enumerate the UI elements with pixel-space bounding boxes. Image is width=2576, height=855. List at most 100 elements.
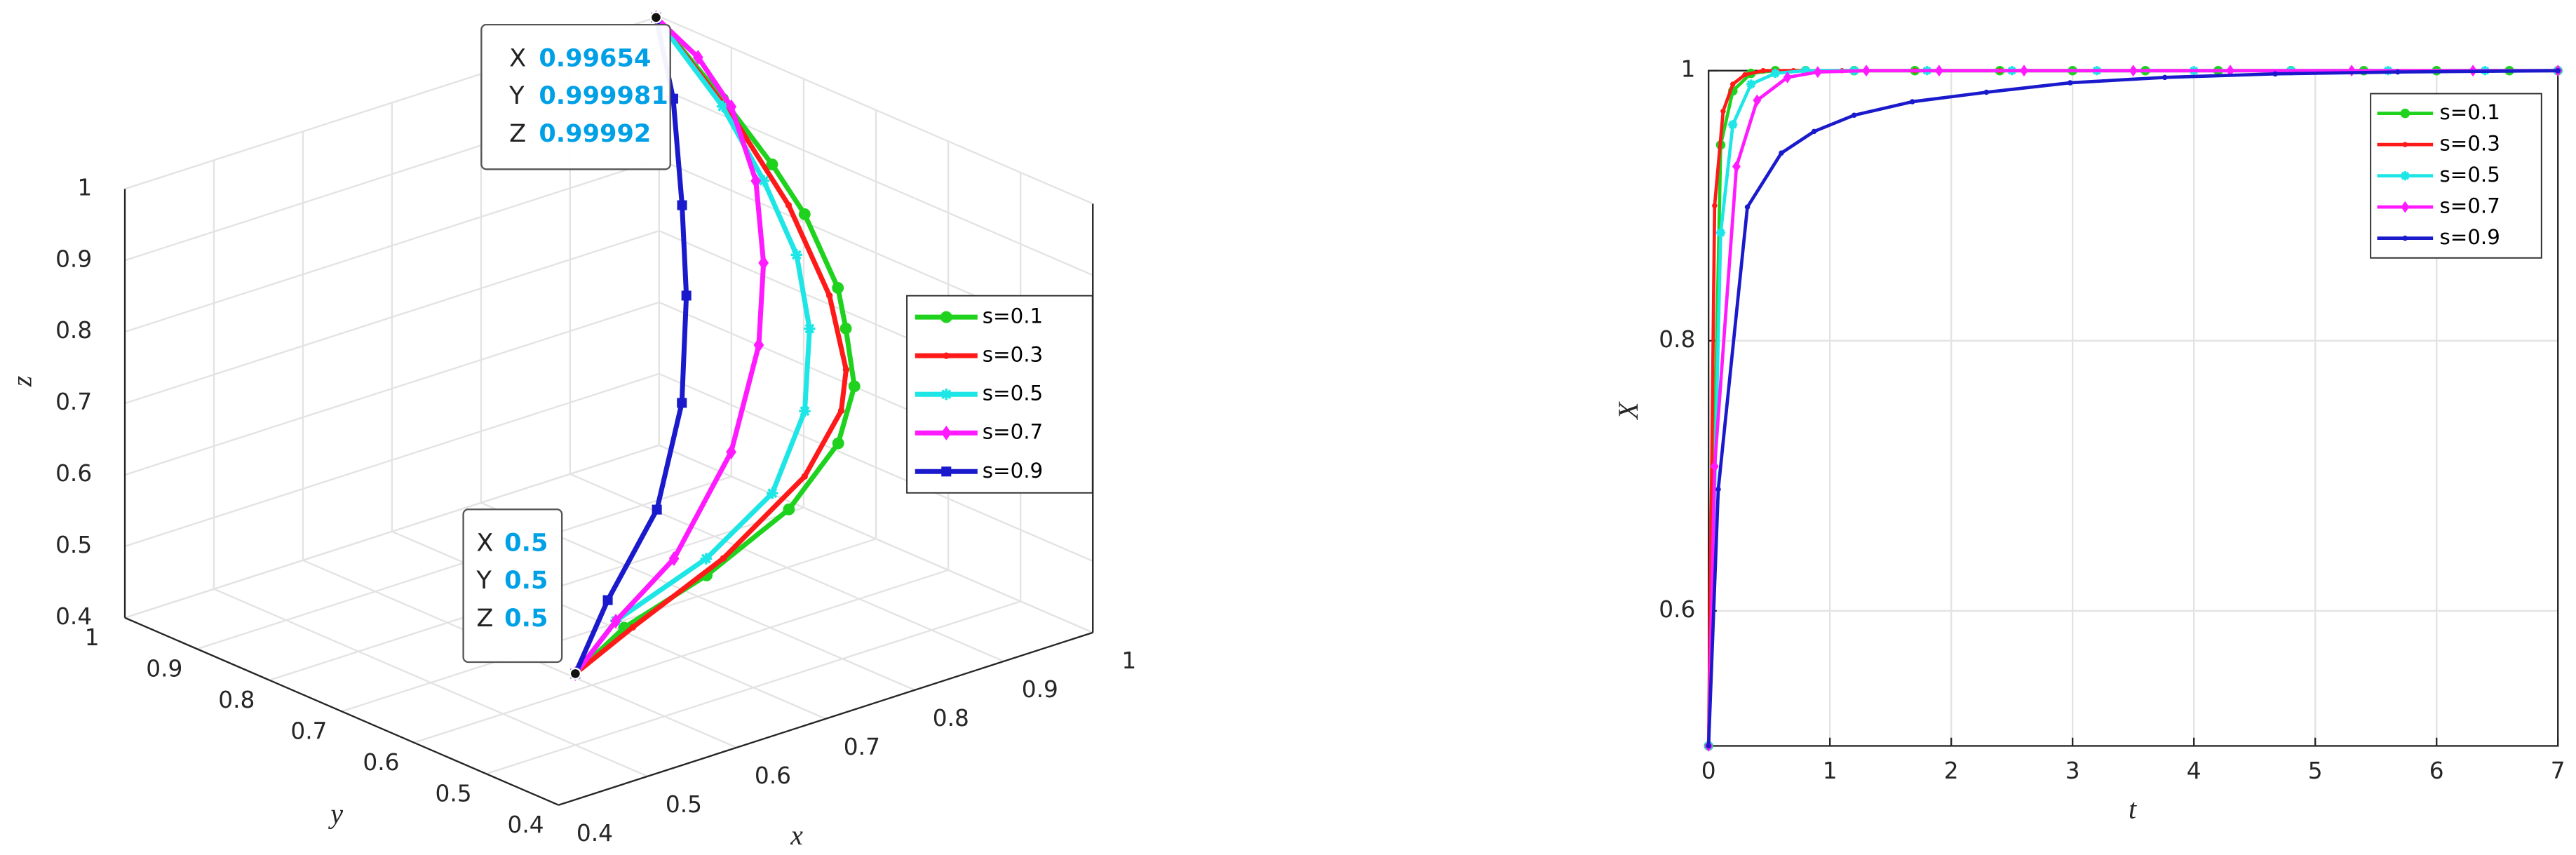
legend-label: s=0.3: [983, 343, 1043, 367]
marker: [2400, 108, 2410, 119]
marker: [2226, 65, 2234, 77]
marker: [1742, 72, 1748, 78]
marker: [940, 388, 952, 400]
series-line: [574, 15, 849, 676]
datatip: X 0.99654 Y 0.999981 Z 0.99992: [480, 11, 671, 170]
marker: [785, 201, 793, 209]
grid-line: [124, 229, 660, 405]
grid-line: [124, 372, 660, 547]
x-tick-label: 1: [1121, 647, 1136, 674]
z-tick-label: 0.6: [55, 460, 92, 487]
legend-label: s=0.7: [983, 420, 1043, 444]
chart-3d: 0.40.50.60.70.80.910.40.50.60.70.80.910.…: [6, 10, 1136, 851]
x-tick-label: 0.7: [844, 734, 880, 760]
y-tick-label: 0.7: [290, 718, 327, 745]
x-tick-label: 7: [2551, 758, 2565, 784]
marker: [2402, 235, 2408, 241]
legend-label: s=0.5: [983, 382, 1043, 405]
x-tick-label: 0: [1701, 758, 1716, 784]
datatip-box: [480, 23, 671, 170]
marker: [2402, 142, 2408, 147]
axis-edge: [124, 617, 559, 806]
axis-edge: [558, 631, 1093, 806]
x-axis-label: x: [790, 820, 803, 851]
marker: [2400, 171, 2410, 181]
marker: [1712, 203, 1718, 209]
marker: [1732, 161, 1741, 173]
marker: [1746, 79, 1756, 89]
marker: [837, 407, 845, 415]
datatip-key: Y: [508, 81, 525, 110]
legend-label: s=0.7: [2440, 194, 2500, 218]
series-line: [1706, 69, 2558, 746]
marker: [720, 555, 727, 562]
grid-line: [659, 15, 1093, 205]
marker: [757, 175, 770, 187]
marker: [804, 323, 816, 335]
marker: [801, 473, 808, 480]
series-line: [573, 15, 767, 675]
y-tick-label: 1: [1681, 56, 1696, 83]
y-tick-label: 0.6: [363, 749, 399, 776]
marker: [677, 200, 687, 210]
marker: [629, 624, 637, 631]
y-tick-label: 1: [85, 624, 100, 651]
plot-layer: 0 1 2 3 4 5 6 7 0.6 0.8 1 s=0.1 s=0.3 s=0.5 s=0.7 s=0.9: [1659, 56, 2565, 784]
marker: [832, 282, 844, 294]
grid-line: [124, 444, 660, 619]
marker: [2020, 65, 2028, 77]
datatip-value: 0.99992: [539, 119, 651, 148]
x-tick-label: 0.9: [1022, 676, 1058, 703]
marker: [1770, 69, 1780, 79]
marker: [799, 405, 811, 417]
legend: s=0.1 s=0.3 s=0.5 s=0.7 s=0.9: [906, 295, 1093, 494]
marker: [1779, 150, 1784, 156]
z-tick-label: 0.7: [55, 389, 92, 415]
datatip-value: 0.5: [504, 566, 548, 595]
z-tick-label: 0.9: [55, 245, 92, 272]
marker: [790, 249, 802, 261]
x-tick-label: 6: [2429, 758, 2444, 784]
marker: [2129, 65, 2138, 77]
marker: [1720, 108, 1726, 114]
marker: [1934, 65, 1943, 77]
marker: [681, 290, 692, 301]
marker: [677, 398, 687, 408]
marker: [1730, 81, 1736, 87]
chart-2d: 0 1 2 3 4 5 6 7 0.6 0.8 1 s=0.1 s=0.3 s=0.5 s=0.7 s=0.9…: [1613, 56, 2565, 825]
marker: [717, 100, 729, 113]
marker: [940, 311, 952, 323]
x-tick-label: 0.4: [576, 820, 613, 847]
legend-label: s=0.5: [2440, 163, 2500, 187]
marker: [1715, 486, 1721, 492]
marker: [1728, 120, 1738, 130]
marker: [1715, 228, 1726, 238]
y-tick-label: 0.9: [146, 656, 182, 682]
x-tick-label: 1: [1823, 758, 1837, 784]
datatip-point: [649, 11, 663, 24]
marker: [839, 322, 852, 335]
marker: [1801, 66, 1811, 76]
marker: [1760, 67, 1766, 74]
legend: s=0.1 s=0.3 s=0.5 s=0.7 s=0.9: [2370, 93, 2542, 259]
marker: [726, 99, 737, 114]
marker: [1910, 99, 1915, 105]
marker: [832, 437, 844, 450]
legend-label: s=0.1: [2440, 100, 2500, 124]
datatip-value: 0.999981: [539, 81, 668, 110]
marker: [943, 352, 950, 359]
y-tick-label: 0.5: [435, 781, 471, 807]
datatip-value: 0.5: [504, 604, 548, 633]
marker: [602, 595, 613, 605]
datatip-box: [462, 508, 563, 664]
x-tick-label: 3: [2065, 758, 2080, 784]
grid-line: [124, 301, 660, 476]
datatip-point: [569, 667, 582, 680]
y-axis-label: y: [328, 798, 343, 829]
marker: [750, 173, 762, 189]
x-tick-label: 0.8: [933, 705, 969, 732]
x-tick-label: 5: [2308, 758, 2323, 784]
grid-line: [659, 372, 1093, 563]
z-tick-label: 0.4: [55, 603, 92, 630]
